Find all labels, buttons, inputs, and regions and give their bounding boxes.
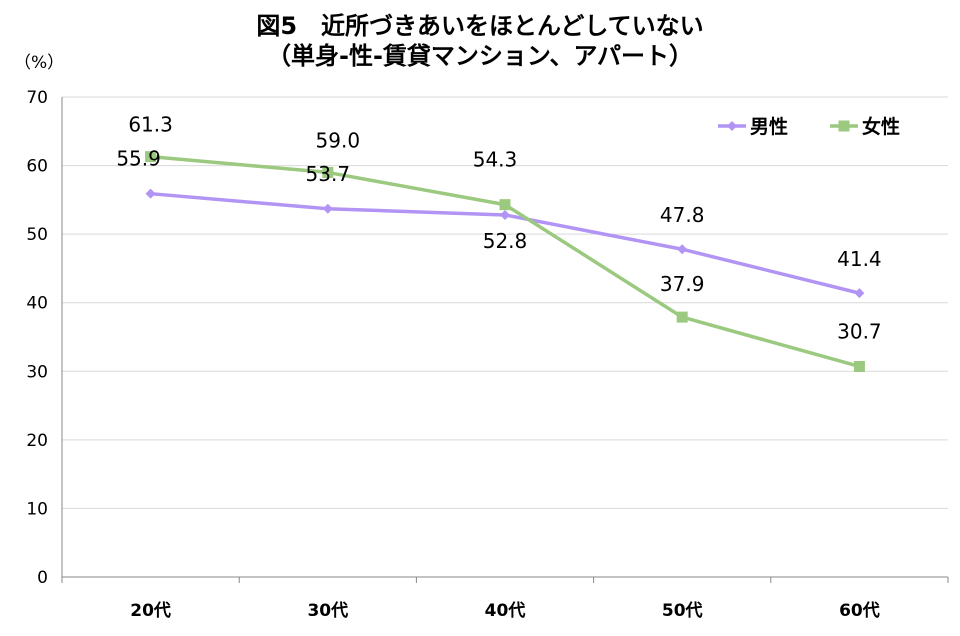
- series-lines: [150, 154, 860, 369]
- y-axis-unit-label: （%）: [14, 53, 65, 73]
- legend-label: 男性: [750, 115, 788, 138]
- axes: [61, 97, 949, 583]
- chart-title: 図5 近所づきあいをほとんどしていない: [256, 12, 704, 40]
- y-tick-label: 10: [26, 499, 48, 519]
- y-tick-label: 20: [26, 431, 48, 451]
- gridlines: [62, 96, 948, 509]
- series-markers: [145, 151, 865, 372]
- data-label: 47.8: [660, 203, 705, 227]
- data-label: 54.3: [473, 148, 518, 172]
- data-label: 37.9: [660, 272, 705, 296]
- x-tick-label: 30代: [307, 600, 348, 621]
- legend-label: 女性: [862, 115, 900, 138]
- y-tick-label: 40: [26, 294, 48, 314]
- data-label: 59.0: [316, 128, 361, 152]
- y-tick-label: 30: [26, 362, 48, 382]
- data-point-marker: [853, 360, 865, 372]
- data-point-marker: [145, 188, 156, 199]
- y-tick-label: 70: [26, 88, 48, 108]
- data-label: 41.4: [837, 247, 882, 271]
- data-point-marker: [854, 288, 865, 299]
- data-point-marker: [677, 244, 688, 255]
- x-tick-label: 60代: [839, 600, 880, 621]
- legend-marker: [727, 121, 737, 131]
- data-label: 55.9: [116, 147, 161, 171]
- data-label: 61.3: [128, 113, 173, 137]
- y-tick-label: 60: [26, 157, 48, 177]
- data-label: 30.7: [837, 319, 882, 343]
- y-tick-labels: 0 10 20 30 40 50 60 70: [26, 88, 48, 588]
- data-point-marker: [322, 166, 334, 178]
- x-tick-labels: 20代 30代 40代 50代 60代: [130, 600, 879, 621]
- y-tick-label: 0: [37, 568, 48, 588]
- legend: 男性 女性: [718, 115, 900, 138]
- legend-marker: [838, 120, 850, 132]
- data-labels: 55.9 53.7 52.8 47.8 41.4 61.3 59.0 54.3 37.9 30.7: [116, 113, 881, 344]
- data-point-marker: [322, 203, 333, 214]
- data-point-marker: [500, 209, 510, 220]
- x-tick-label: 40代: [485, 600, 526, 621]
- chart-subtitle: （単身-性-賃貸マンション、アパート）: [266, 42, 693, 70]
- data-label: 52.8: [483, 229, 528, 253]
- data-point-marker: [676, 311, 688, 323]
- data-label: 53.7: [306, 162, 351, 186]
- series-line-female: [150, 154, 860, 369]
- data-point-marker: [145, 151, 157, 163]
- data-point-marker: [499, 199, 511, 211]
- y-tick-label: 50: [26, 225, 48, 245]
- x-tick-label: 50代: [662, 600, 703, 621]
- x-tick-label: 20代: [130, 600, 171, 621]
